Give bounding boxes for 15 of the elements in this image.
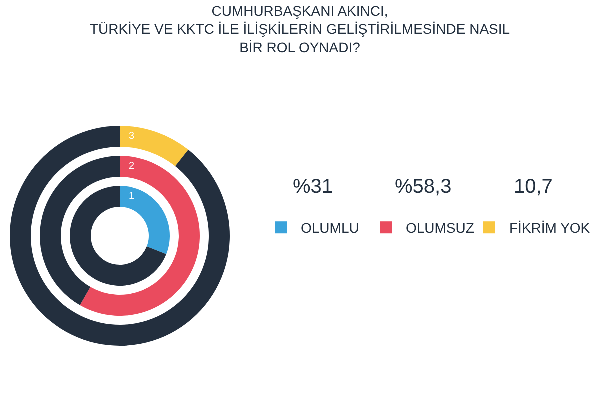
donut-slice	[70, 186, 166, 286]
legend-label: OLUMSUZ	[406, 220, 475, 236]
legend-label: OLUMLU	[301, 220, 360, 236]
text: %58,3	[395, 176, 452, 198]
text: %31	[293, 176, 334, 198]
donut-slice	[10, 126, 230, 346]
text: 10,7	[514, 176, 553, 198]
text: 1	[129, 191, 135, 202]
text: 2	[129, 161, 135, 172]
donut-slice	[80, 156, 200, 316]
text: 3	[129, 131, 135, 142]
chart-title: CUMHURBAŞKANI AKINCI, TÜRKİYE VE KKTC İLE İLİŞKİLERİN GELİŞTİRİLMESİNDE NASIL BİR ROL OYNADI?	[90, 3, 510, 56]
donut-slice	[40, 156, 120, 306]
legend-label: FİKRİM YOK	[510, 220, 591, 236]
donut-slice	[120, 186, 170, 254]
